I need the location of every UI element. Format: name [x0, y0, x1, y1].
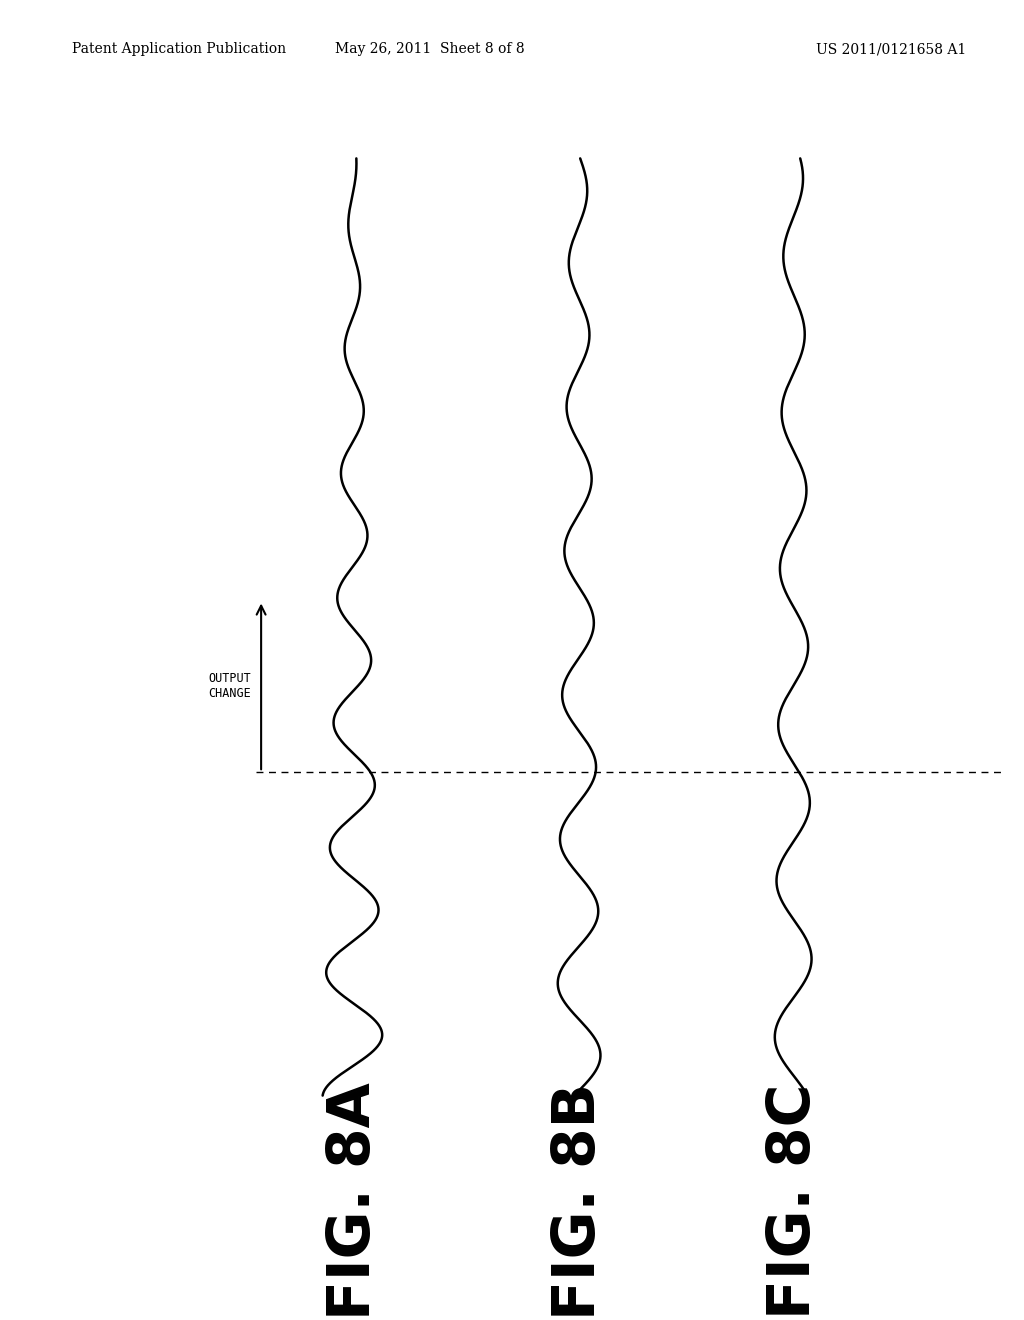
- Text: FIG. 8A: FIG. 8A: [325, 1082, 382, 1320]
- Text: FIG. 8B: FIG. 8B: [550, 1082, 607, 1320]
- Text: US 2011/0121658 A1: US 2011/0121658 A1: [816, 42, 966, 57]
- Text: Patent Application Publication: Patent Application Publication: [72, 42, 286, 57]
- Text: May 26, 2011  Sheet 8 of 8: May 26, 2011 Sheet 8 of 8: [335, 42, 525, 57]
- Text: OUTPUT
CHANGE: OUTPUT CHANGE: [208, 672, 251, 701]
- Text: FIG. 8C: FIG. 8C: [765, 1084, 822, 1319]
